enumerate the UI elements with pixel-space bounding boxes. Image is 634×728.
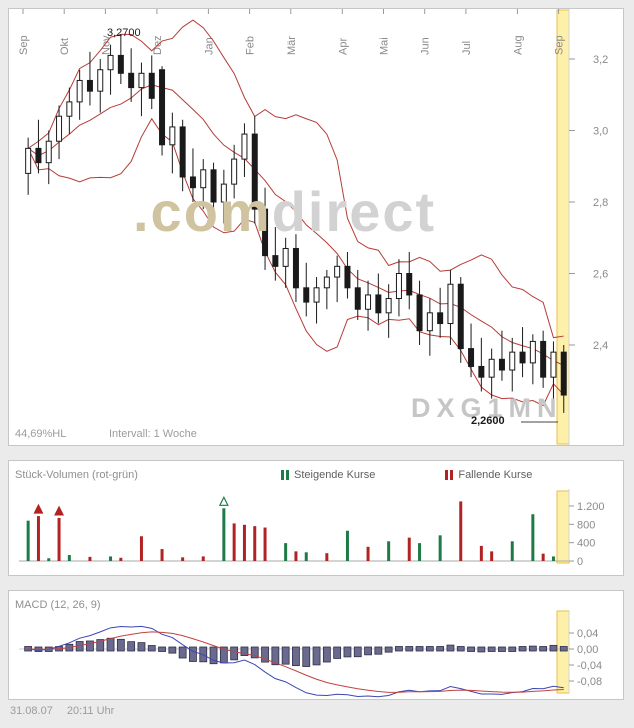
rising-legend-label: Steigende Kurse <box>294 469 376 481</box>
interval-label: Intervall: 1 Woche <box>109 428 197 440</box>
svg-text:-0,04: -0,04 <box>577 660 602 672</box>
svg-text:3,0: 3,0 <box>593 126 608 138</box>
macd-chart-svg: 0,04 0,00 -0,04 -0,08 <box>19 610 602 698</box>
rising-bars-icon <box>281 470 289 480</box>
volume-panel: Stück-Volumen (rot-grün) Steigende Kurse… <box>8 460 624 576</box>
legend-item-rising: Steigende Kurse <box>281 469 375 481</box>
svg-text:0,04: 0,04 <box>577 628 598 640</box>
svg-text:0: 0 <box>577 556 583 568</box>
svg-text:Okt: Okt <box>59 38 71 55</box>
volume-chart-svg: 1.200 800 400 0 <box>19 489 605 568</box>
volume-title: Stück-Volumen (rot-grün) <box>15 469 138 481</box>
svg-text:3,2: 3,2 <box>593 54 608 66</box>
svg-text:2,8: 2,8 <box>593 197 608 209</box>
timestamp-footer: 31.08.07 20:11 Uhr <box>10 705 128 717</box>
svg-text:Mai: Mai <box>379 37 391 55</box>
price-panel: 3,2 3,0 2,8 2,6 2,4 Sep Okt Nov Dez Jan Feb Mär Apr M… <box>8 8 624 446</box>
svg-text:Aug: Aug <box>512 35 524 55</box>
falling-bars-icon <box>445 470 454 480</box>
svg-text:400: 400 <box>577 538 595 550</box>
legend-item-falling: Fallende Kurse <box>445 469 532 481</box>
svg-text:Nov: Nov <box>100 35 112 55</box>
svg-text:Feb: Feb <box>245 36 257 55</box>
svg-text:Apr: Apr <box>337 38 349 55</box>
high-annotation: 3,2700 <box>107 27 141 39</box>
svg-text:800: 800 <box>577 519 595 531</box>
macd-title: MACD (12, 26, 9) <box>15 599 101 611</box>
svg-text:Sep: Sep <box>554 35 566 55</box>
svg-text:0,00: 0,00 <box>577 644 598 656</box>
falling-legend-label: Fallende Kurse <box>458 469 533 481</box>
svg-text:Jan: Jan <box>203 37 215 55</box>
svg-text:Sep: Sep <box>18 35 30 55</box>
symbol-watermark: DXG1MN <box>411 393 563 423</box>
footer-date: 31.08.07 <box>10 705 53 717</box>
svg-text:2,4: 2,4 <box>593 340 608 352</box>
low-annotation: 2,2600 <box>471 415 505 427</box>
svg-text:2,6: 2,6 <box>593 269 608 281</box>
svg-text:-0,08: -0,08 <box>577 676 602 688</box>
footer-time: 20:11 Uhr <box>66 705 115 717</box>
svg-text:Jun: Jun <box>420 37 432 55</box>
svg-text:1.200: 1.200 <box>577 501 605 513</box>
macd-panel: MACD (12, 26, 9) 0,04 0,00 -0,04 -0,08 <box>8 590 624 700</box>
svg-text:Jul: Jul <box>461 41 473 55</box>
svg-text:Mär: Mär <box>286 36 298 55</box>
hl-percent-label: 44,69%HL <box>15 428 67 440</box>
volume-legend: Steigende Kurse Fallende Kurse <box>281 469 532 481</box>
